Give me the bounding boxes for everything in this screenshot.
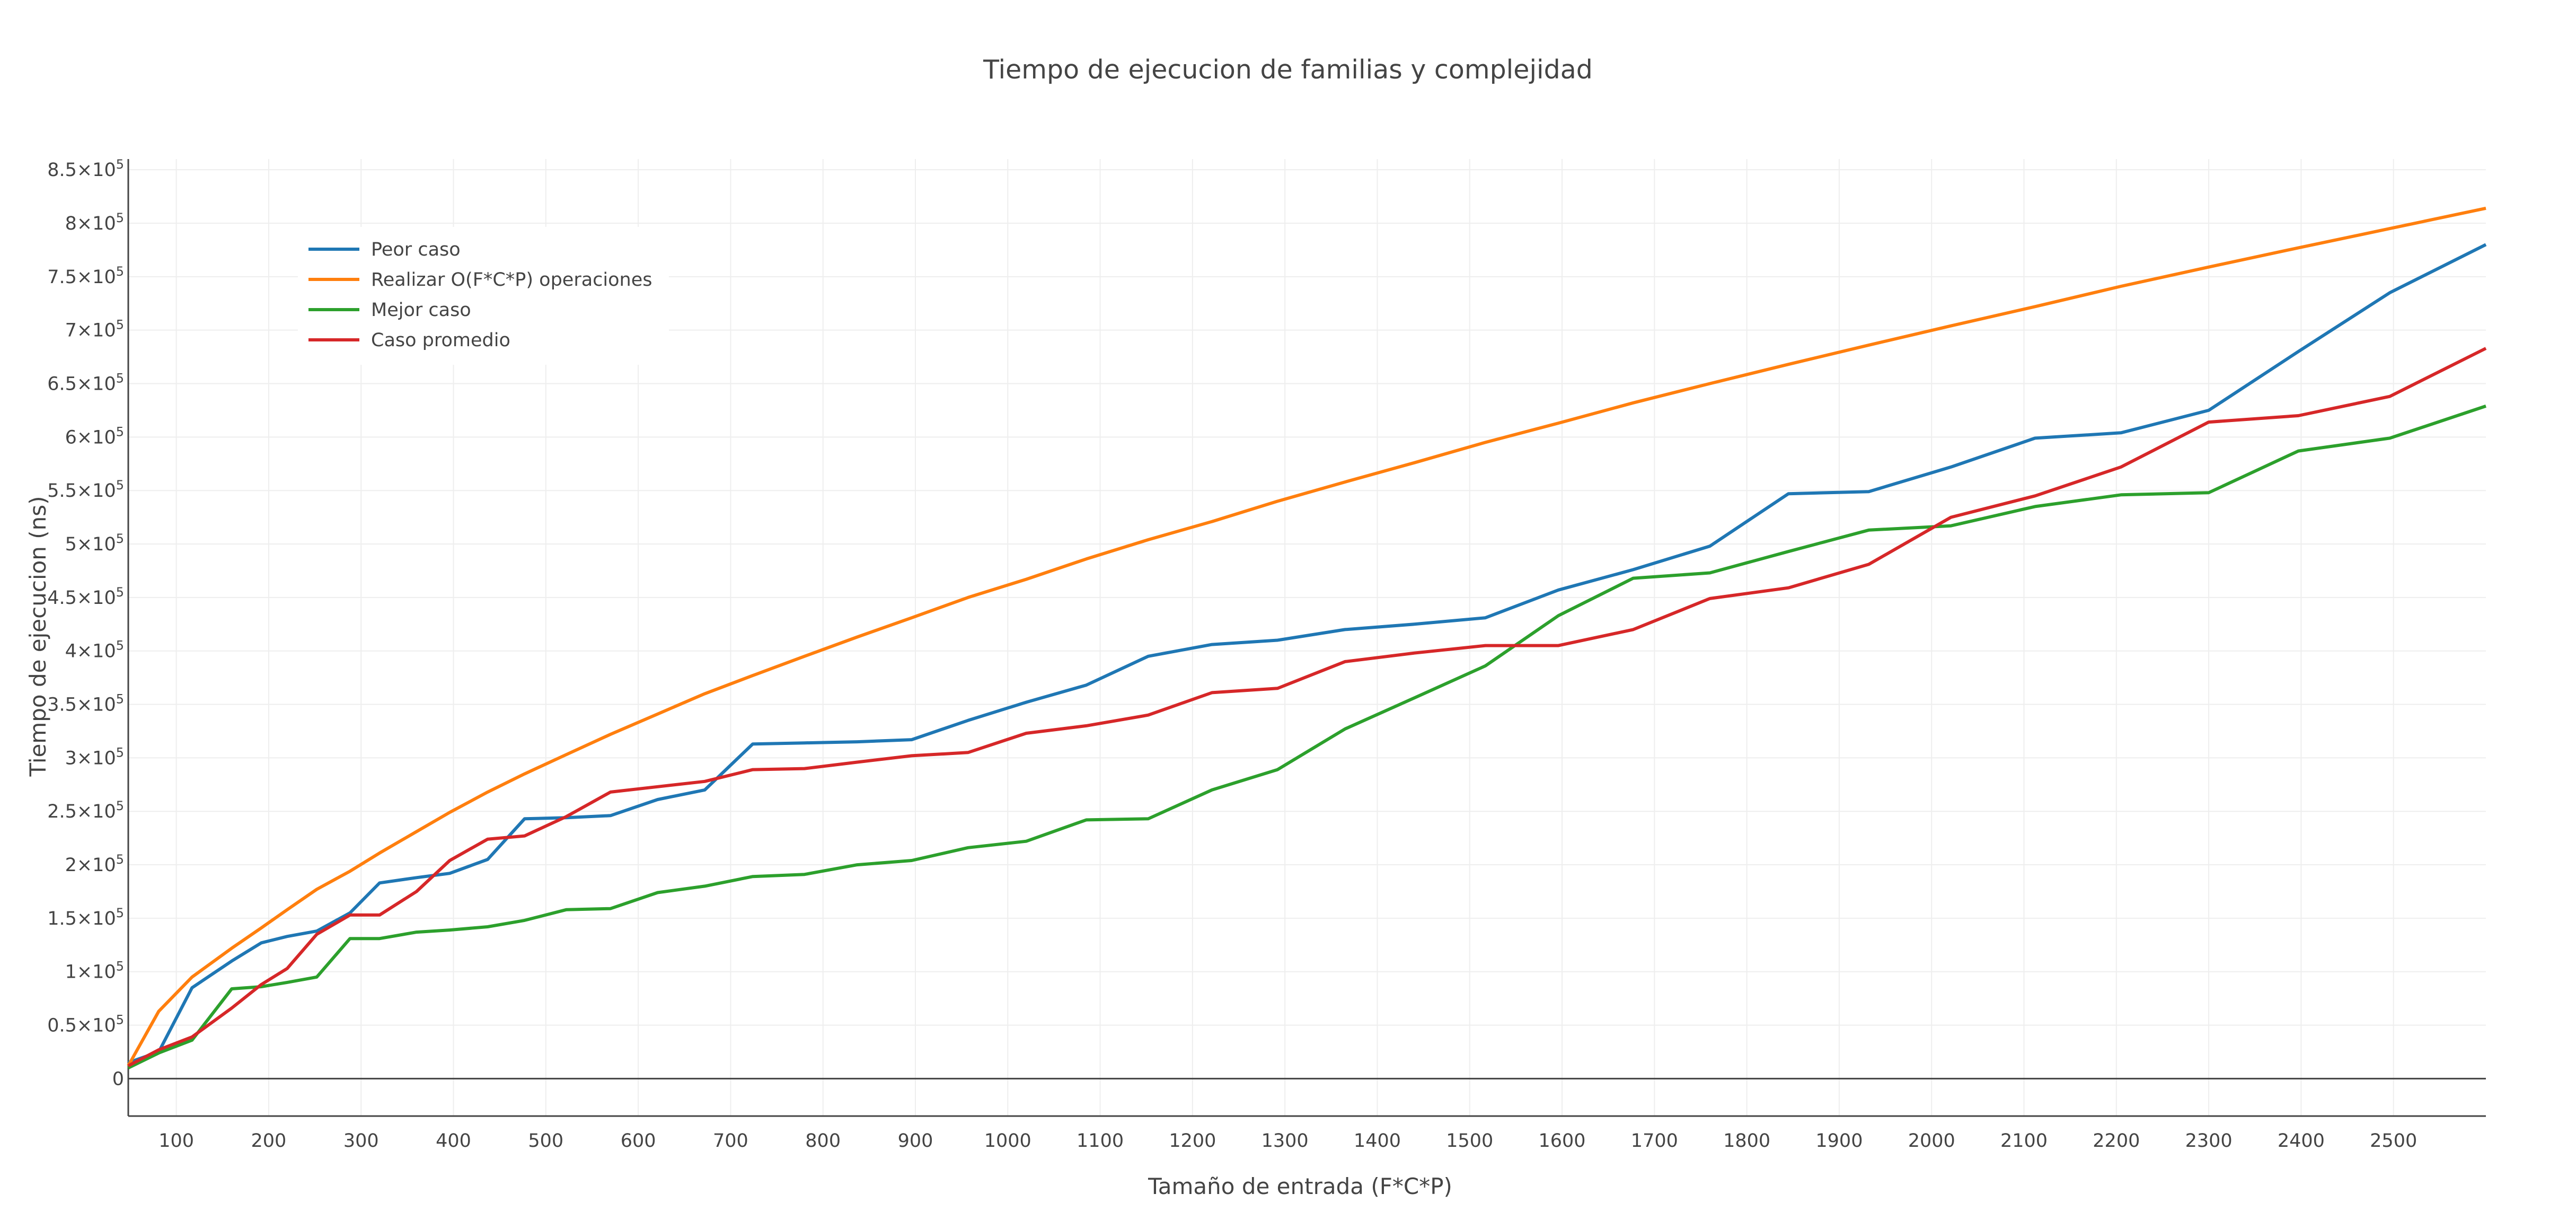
legend-label: Peor caso (371, 239, 461, 260)
y-tick-label: 2.5×105 (47, 798, 124, 822)
x-tick-label: 500 (528, 1130, 563, 1152)
x-tick-label: 1300 (1261, 1130, 1309, 1152)
series-line-4 (127, 347, 2487, 1067)
y-tick-label: 6.5×105 (47, 371, 124, 395)
x-tick-label: 2500 (2370, 1130, 2417, 1152)
legend-label: Caso promedio (371, 330, 510, 351)
x-tick-label: 600 (621, 1130, 656, 1152)
y-tick-label: 2×105 (65, 852, 124, 876)
x-tick-label: 1800 (1723, 1130, 1770, 1152)
x-tick-label: 1600 (1539, 1130, 1586, 1152)
x-tick-label: 200 (251, 1130, 287, 1152)
x-tick-label: 2200 (2093, 1130, 2140, 1152)
y-tick-label: 6×105 (65, 424, 124, 448)
y-tick-label: 1×105 (65, 959, 124, 983)
x-tick-label: 1500 (1446, 1130, 1493, 1152)
legend-item[interactable]: Realizar O(F*C*P) operaciones (308, 269, 652, 291)
x-axis-title: Tamaño de entrada (F*C*P) (1148, 1173, 1452, 1199)
x-tick-label: 2300 (2185, 1130, 2233, 1152)
y-tick-label: 7.5×105 (47, 264, 124, 288)
y-tick-label: 0 (112, 1068, 124, 1090)
x-tick-label: 700 (713, 1130, 748, 1152)
y-tick-label: 5.5×105 (47, 478, 124, 502)
series-line-2 (127, 206, 2486, 1067)
y-tick-label: 4.5×105 (47, 585, 124, 609)
legend-item[interactable]: Peor caso (308, 239, 461, 260)
legend-label: Mejor caso (371, 300, 471, 321)
series-lines (127, 206, 2487, 1069)
x-tick-label: 2400 (2278, 1130, 2325, 1152)
x-tick-label: 800 (805, 1130, 841, 1152)
chart-title: Tiempo de ejecucion de familias y comple… (983, 55, 1593, 85)
legend-item[interactable]: Caso promedio (308, 330, 510, 351)
y-tick-label: 3.5×105 (47, 692, 124, 716)
x-tick-label: 400 (436, 1130, 471, 1152)
y-tick-label: 1.5×105 (47, 906, 124, 929)
y-tick-label: 3×105 (65, 745, 124, 769)
series-line-3 (127, 405, 2486, 1069)
legend-label: Realizar O(F*C*P) operaciones (371, 269, 652, 291)
legend-background (298, 227, 669, 365)
x-tick-label: 1100 (1077, 1130, 1124, 1152)
x-tick-label: 300 (343, 1130, 379, 1152)
y-axis-title: Tiempo de ejecucion (ns) (25, 496, 51, 777)
x-tick-label: 1000 (984, 1130, 1031, 1152)
legend[interactable]: Peor caso Realizar O(F*C*P) operaciones Me… (298, 227, 669, 365)
y-tick-label: 8.5×105 (47, 157, 124, 181)
x-tick-label: 2000 (1908, 1130, 1955, 1152)
x-tick-label: 100 (158, 1130, 194, 1152)
legend-item[interactable]: Mejor caso (308, 300, 471, 321)
x-tick-label: 900 (898, 1130, 933, 1152)
y-tick-label: 7×105 (65, 318, 124, 341)
y-tick-label: 0.5×105 (47, 1013, 124, 1037)
axes: 100 200 300 400 500 600 700 800 900 1000 1100 1200 1… (47, 157, 2486, 1152)
x-tick-label: 1900 (1815, 1130, 1863, 1152)
y-tick-label: 5×105 (65, 531, 124, 555)
x-tick-label: 2100 (2000, 1130, 2048, 1152)
y-tick-label: 4×105 (65, 638, 124, 662)
x-tick-label: 1200 (1169, 1130, 1216, 1152)
y-tick-label: 8×105 (65, 210, 124, 234)
x-tick-label: 1400 (1354, 1130, 1401, 1152)
x-tick-label: 1700 (1631, 1130, 1678, 1152)
series-line-1 (128, 243, 2487, 1065)
